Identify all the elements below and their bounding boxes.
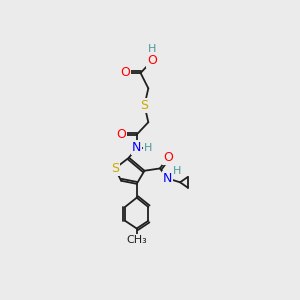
Text: CH₃: CH₃ (126, 235, 147, 245)
Text: H: H (173, 166, 181, 176)
Text: O: O (163, 151, 172, 164)
Text: N: N (163, 172, 172, 185)
Text: O: O (147, 54, 157, 67)
Text: O: O (120, 67, 130, 80)
Text: S: S (140, 99, 148, 112)
Text: H: H (148, 44, 156, 54)
Text: S: S (111, 162, 119, 175)
Text: H: H (144, 143, 152, 153)
Text: O: O (116, 128, 126, 141)
Text: N: N (132, 141, 141, 154)
